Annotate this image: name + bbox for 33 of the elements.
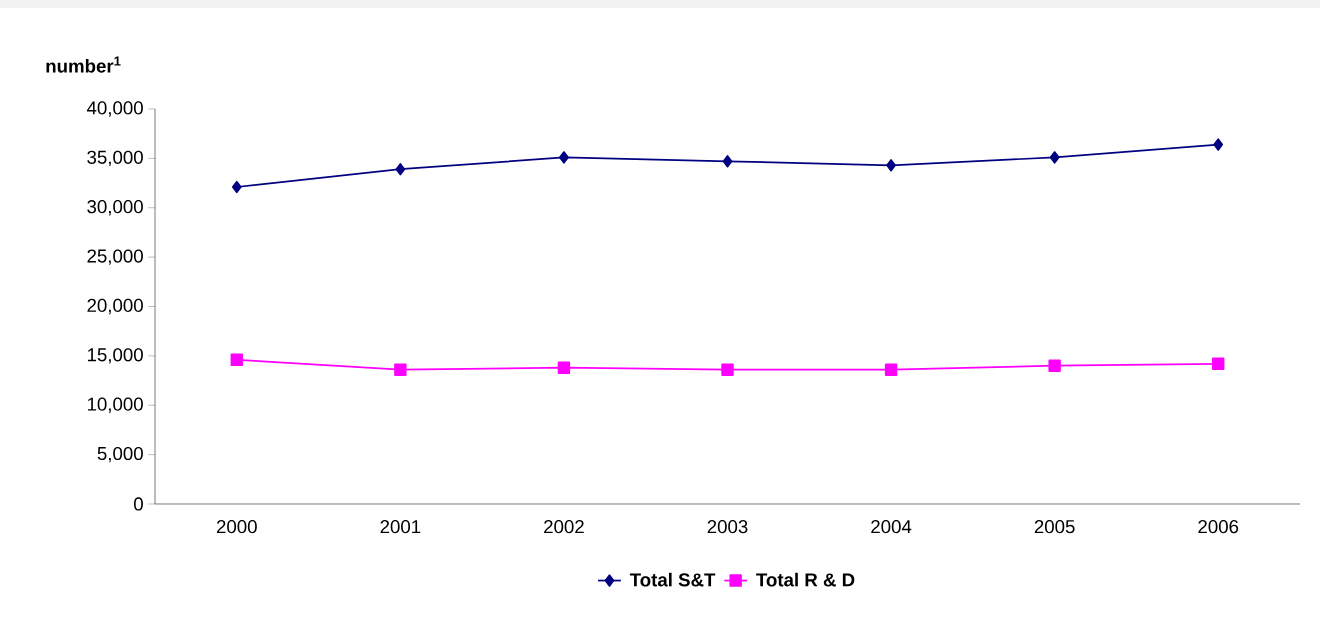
point: [1048, 359, 1061, 372]
point: [557, 361, 571, 374]
y-tick-label: 20,000: [87, 298, 143, 315]
x-tick-label: 2006: [1198, 520, 1239, 534]
x-tick-label: 2000: [216, 520, 257, 534]
y-tick-label: 15,000: [87, 348, 143, 364]
point: [394, 363, 407, 376]
point: [1213, 138, 1224, 151]
y-tick-label: 35,000: [87, 150, 143, 167]
point: [231, 180, 242, 194]
y-tick-label: 5,000: [97, 446, 143, 463]
y-tick-label: 30,000: [87, 200, 143, 216]
x-tick-label: 2005: [1034, 520, 1075, 534]
point: [884, 363, 898, 376]
x-tick-label: 2004: [871, 520, 912, 534]
y-tick-label: 0: [133, 497, 143, 511]
point: [559, 151, 569, 164]
legend-label: Total R & D: [756, 572, 855, 587]
y-tick-label: 25,000: [87, 249, 143, 265]
x-tick-label: 2002: [544, 520, 584, 534]
x-tick-label: 2001: [380, 520, 421, 534]
point: [1212, 357, 1225, 370]
legend-label: Total S&T: [629, 572, 716, 587]
point: [1049, 151, 1060, 164]
point: [886, 159, 896, 172]
y-axis-title: number$^{1}$: [46, 56, 121, 73]
x-tick-label: 2003: [707, 520, 748, 534]
y-tick-label: 10,000: [87, 397, 143, 413]
point: [721, 363, 734, 376]
y-tick-label: 40,000: [86, 101, 143, 117]
point: [722, 155, 733, 168]
point: [230, 353, 243, 367]
point: [395, 163, 406, 176]
